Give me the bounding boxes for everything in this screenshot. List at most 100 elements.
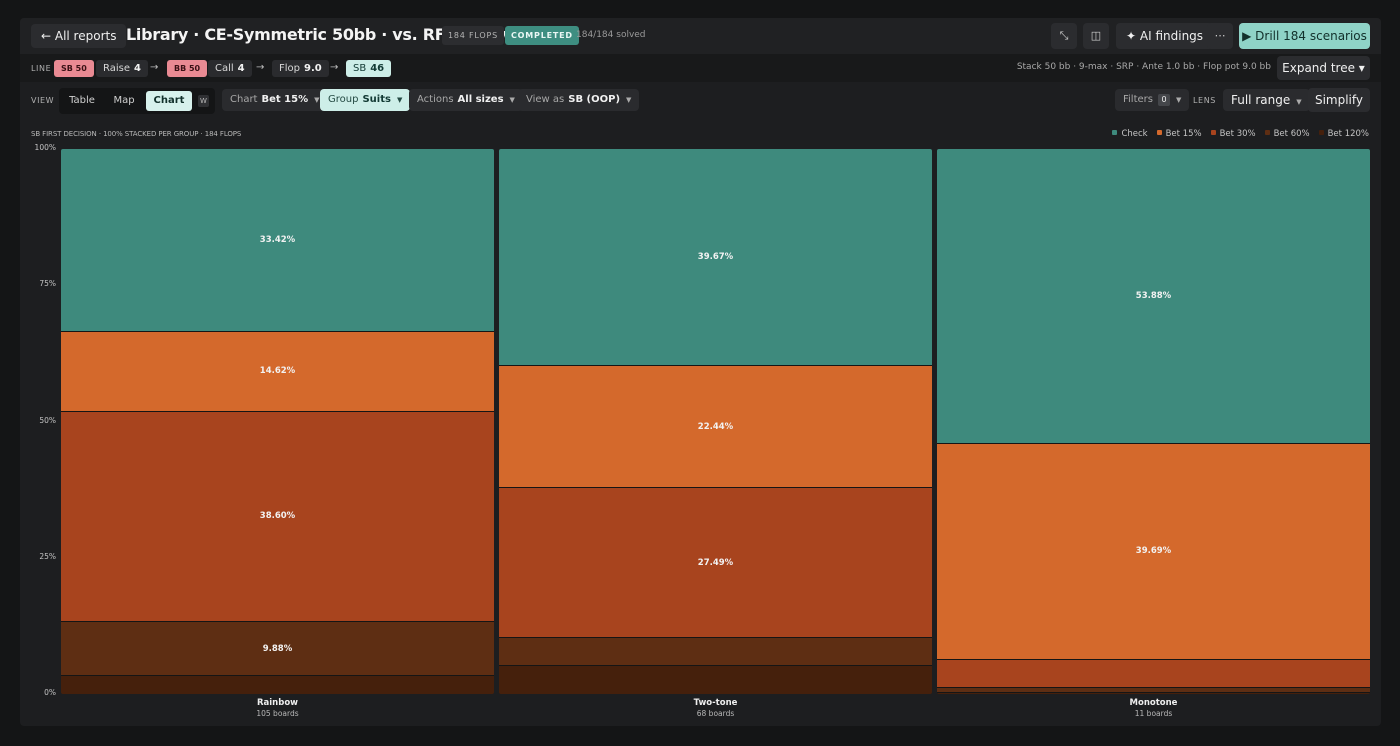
bar-segment[interactable]: 22.44%: [499, 365, 932, 488]
bar-column[interactable]: 39.67% 22.44% 27.49%: [499, 149, 932, 694]
legend-item[interactable]: Bet 60%: [1264, 129, 1310, 139]
chevron-down-icon: ▼: [314, 96, 320, 104]
step-value: 46: [370, 63, 385, 74]
bar-segment[interactable]: 9.88%: [61, 621, 494, 676]
simplify-button[interactable]: Simplify: [1308, 88, 1370, 112]
step-value: 9.0: [304, 63, 322, 74]
view-label: VIEW: [31, 96, 55, 105]
bar-segment[interactable]: [937, 687, 1370, 693]
legend-item[interactable]: Bet 30%: [1210, 129, 1256, 139]
group-dropdown[interactable]: Group Suits ▼: [320, 89, 411, 111]
dropdown-label: View as: [526, 94, 565, 105]
chevron-down-icon: ▼: [509, 96, 515, 104]
chart-dropdown[interactable]: Chart Bet 15% ▼: [222, 89, 328, 111]
solved-count: 184/184 solved: [576, 30, 646, 40]
bar-segment[interactable]: 33.42%: [61, 149, 494, 332]
step-label: SB: [353, 63, 367, 74]
dropdown-label: Chart: [230, 94, 258, 105]
report-header: ← All reports Library · CE-Symmetric 50b…: [20, 18, 1381, 54]
bar-segment[interactable]: [61, 675, 494, 694]
dropdown-label: Group: [328, 94, 359, 105]
step-label: Raise: [103, 63, 130, 74]
bar-segment[interactable]: 38.60%: [61, 410, 494, 622]
legend-swatch: [1156, 130, 1162, 135]
panel-icon[interactable]: ◫: [1083, 23, 1109, 49]
line-step-raise[interactable]: Raise 4: [96, 60, 148, 77]
tab-chart[interactable]: Chart: [146, 91, 192, 111]
lens-dropdown[interactable]: Full range ▼: [1223, 89, 1310, 111]
data-label: 53.88%: [1135, 290, 1172, 301]
legend-item[interactable]: Bet 120%: [1318, 129, 1369, 139]
play-icon: ▶: [1242, 29, 1252, 43]
arrow-icon: →: [150, 62, 159, 73]
step-label: Flop: [279, 63, 300, 74]
bar-segment[interactable]: [499, 637, 932, 665]
dropdown-value: Bet 15%: [261, 94, 309, 105]
bar-segment[interactable]: [937, 692, 1370, 694]
legend-swatch: [1210, 130, 1216, 135]
line-step-sb46[interactable]: SB 46: [346, 60, 392, 77]
data-label: 39.67%: [697, 252, 734, 263]
legend-label: Bet 30%: [1219, 129, 1256, 139]
y-tick-label: 75%: [39, 279, 56, 289]
dropdown-value: SB (OOP): [568, 94, 621, 105]
collapse-icon[interactable]: ⤡: [1051, 23, 1077, 49]
tab-map[interactable]: Map: [113, 95, 135, 106]
expand-tree-button[interactable]: Expand tree ▾: [1277, 56, 1370, 80]
y-tick-label: 0%: [44, 688, 56, 697]
filters-label: Filters: [1123, 94, 1153, 105]
data-label: 38.60%: [259, 511, 296, 522]
y-tick-label: 100%: [34, 143, 56, 152]
bar-segment[interactable]: 53.88%: [937, 149, 1370, 443]
drill-label: Drill 184 scenarios: [1255, 29, 1367, 43]
data-label: 33.42%: [259, 235, 296, 246]
dropdown-value: Full range: [1231, 93, 1291, 107]
y-tick-label: 25%: [39, 551, 56, 561]
x-tick-label: Two-tone: [693, 698, 738, 708]
app-window: ← All reports Library · CE-Symmetric 50b…: [20, 18, 1381, 726]
legend-item[interactable]: Bet 15%: [1156, 129, 1202, 139]
legend-swatch: [1318, 130, 1324, 135]
step-value: 4: [134, 63, 141, 74]
shortcut-key: W: [198, 95, 209, 107]
bar-segment[interactable]: [499, 664, 932, 694]
bar-segment[interactable]: [937, 658, 1370, 688]
dropdown-value: All sizes: [457, 94, 504, 105]
legend-label: Bet 15%: [1165, 129, 1202, 139]
x-tick-sublabel: 68 boards: [696, 709, 735, 718]
ai-findings-label: AI findings: [1139, 29, 1204, 43]
bar-segment[interactable]: 14.62%: [61, 331, 494, 411]
chevron-down-icon: ▼: [1296, 98, 1302, 106]
chart-caption: SB FIRST DECISION · 100% STACKED PER GRO…: [31, 130, 242, 138]
page-title: Library · CE-Symmetric 50bb · vs. RFI · …: [126, 25, 545, 44]
bar-column[interactable]: 33.42% 14.62% 38.60% 9.88%: [61, 149, 494, 694]
line-step-sb50[interactable]: SB 50: [54, 60, 94, 77]
ai-findings-button[interactable]: ✦ AI findings: [1116, 23, 1214, 49]
view-as-dropdown[interactable]: View as SB (OOP) ▼: [518, 89, 640, 111]
legend-label: Bet 60%: [1273, 129, 1310, 139]
arrow-icon: →: [256, 62, 265, 73]
all-reports-button[interactable]: ← All reports: [31, 24, 127, 48]
step-value: 4: [237, 63, 245, 74]
line-step-call[interactable]: Call 4: [208, 60, 252, 77]
sparkle-icon: ✦: [1126, 29, 1137, 43]
legend-item[interactable]: Check: [1112, 129, 1148, 139]
bar-segment[interactable]: 39.69%: [937, 442, 1370, 659]
drill-scenarios-button[interactable]: ▶ Drill 184 scenarios: [1239, 23, 1370, 49]
more-icon[interactable]: ⋯: [1207, 23, 1233, 49]
line-row: LINE SB 50 Raise 4 → BB 50 Call 4 → Flop 9.…: [20, 54, 1381, 82]
actions-dropdown[interactable]: Actions All sizes ▼: [409, 89, 523, 111]
stack-info: Stack 50 bb · 9-max · SRP · Ante 1.0 bb …: [1016, 62, 1271, 72]
bar-column[interactable]: 53.88% 39.69%: [937, 149, 1370, 694]
dropdown-label: Actions: [417, 94, 454, 105]
filters-dropdown[interactable]: Filters 0 ▼: [1115, 89, 1190, 111]
bar-segment[interactable]: 27.49%: [499, 487, 932, 638]
line-label: LINE: [31, 64, 52, 73]
tab-table[interactable]: Table: [69, 95, 95, 106]
x-tick-sublabel: 11 boards: [1134, 709, 1173, 718]
bar-segment[interactable]: 39.67%: [499, 149, 932, 366]
chart-legend: Check Bet 15% Bet 30% Bet 60% Bet 120%: [1103, 129, 1369, 139]
line-step-bb50[interactable]: BB 50: [167, 60, 208, 77]
flops-tag: 184 FLOPS: [442, 26, 504, 45]
line-step-flop[interactable]: Flop 9.0: [272, 60, 329, 77]
